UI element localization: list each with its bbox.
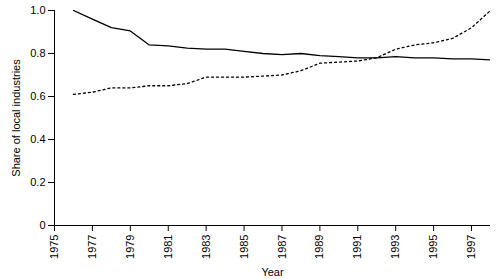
svg-text:1989: 1989 [313, 235, 325, 259]
svg-text:Year: Year [261, 266, 284, 278]
svg-text:0.6: 0.6 [30, 90, 45, 102]
svg-text:0.2: 0.2 [30, 176, 45, 188]
svg-text:Share of local industries: Share of local industries [10, 59, 22, 177]
svg-text:1979: 1979 [124, 235, 136, 259]
svg-text:1987: 1987 [275, 235, 287, 259]
svg-text:1983: 1983 [200, 235, 212, 259]
svg-text:1997: 1997 [465, 235, 477, 259]
svg-text:1.0: 1.0 [30, 4, 45, 16]
svg-text:1991: 1991 [351, 235, 363, 259]
svg-text:0.8: 0.8 [30, 47, 45, 59]
svg-text:1993: 1993 [389, 235, 401, 259]
svg-text:1975: 1975 [48, 235, 60, 259]
svg-text:0.4: 0.4 [30, 133, 45, 145]
svg-text:1977: 1977 [86, 235, 98, 259]
svg-text:0: 0 [39, 219, 45, 231]
svg-text:1995: 1995 [427, 235, 439, 259]
svg-text:1985: 1985 [238, 235, 250, 259]
svg-text:1981: 1981 [162, 235, 174, 259]
